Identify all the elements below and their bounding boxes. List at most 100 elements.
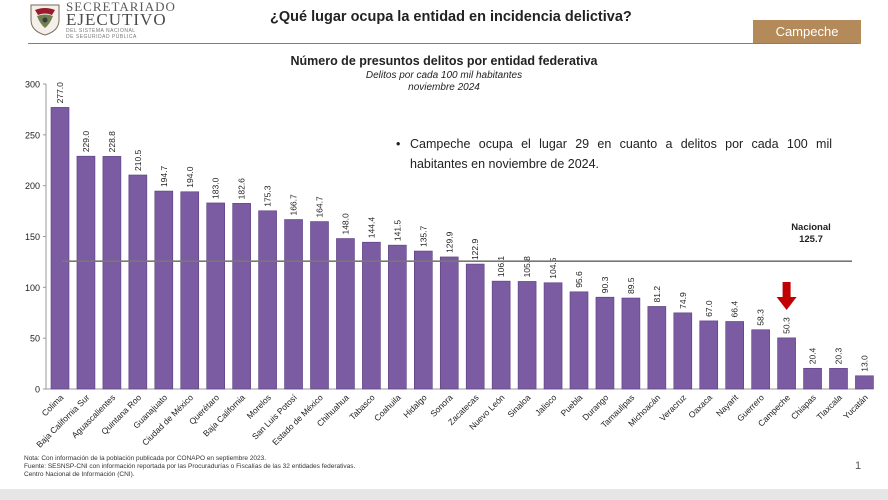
bar [517,281,537,390]
bar-value-label: 166.7 [289,194,299,216]
x-tick-label: Jalisco [533,392,559,418]
org-line-2: EJECUTIVO [66,10,167,29]
bar [855,375,874,390]
header: SECRETARIADO EJECUTIVO DEL SISTEMA NACIO… [0,0,888,46]
bar-value-label: 122.9 [470,239,480,261]
bar-value-label: 20.4 [808,347,818,364]
chart-title: Número de presuntos delitos por entidad … [290,54,598,68]
bar [699,320,719,390]
bar [465,263,485,390]
bar [439,256,459,390]
bar [232,203,251,390]
bar [76,155,96,390]
bar-value-label: 67.0 [704,300,714,317]
bar-value-label: 277.0 [55,82,65,104]
bar-value-label: 182.6 [237,178,247,200]
bar-value-label: 175.3 [263,185,273,207]
bar [284,219,303,390]
bar-value-label: 106.1 [496,256,506,278]
bar [777,337,796,390]
eagle-logo-icon [30,4,60,36]
bar [206,202,225,390]
bar-value-label: 81.2 [652,286,662,303]
bar-value-label: 135.7 [418,225,428,247]
national-reference-label: Nacional [791,222,831,233]
bar [310,221,329,390]
bar-value-label: 129.9 [444,231,454,253]
bar [362,241,381,390]
bar [50,107,70,390]
x-tick-label: Tlaxcala [814,392,844,422]
x-tick-label: Chiapas [789,392,818,421]
bar [751,329,770,390]
org-line-4: DE SEGURIDAD PÚBLICA [66,34,137,40]
bar [413,250,433,390]
page-question: ¿Qué lugar ocupa la entidad en incidenci… [270,9,632,25]
bar [154,190,174,390]
bar-value-label: 104.5 [548,257,558,279]
y-tick-label: 0 [35,385,40,395]
y-tick-label: 200 [25,181,40,191]
footnote-center: Centro Nacional de Información (CNI). [24,471,135,479]
x-tick-label: Oaxaca [686,392,714,420]
x-tick-label: Yucatán [841,392,870,421]
y-tick-label: 150 [25,232,40,242]
org-line-1: SECRETARIADO [66,0,176,14]
page-number: 1 [855,460,862,472]
bar-value-label: 90.3 [600,276,610,293]
bar-value-label: 141.5 [392,220,402,242]
bar-value-label: 89.5 [626,277,636,294]
bar [725,321,745,390]
bar [569,291,589,390]
bar [595,296,615,390]
bar [803,367,822,390]
bar-value-label: 194.7 [159,166,169,188]
bar-value-label: 50.3 [782,317,792,334]
bar [102,156,122,390]
bar [829,368,848,390]
bar [128,174,148,390]
bar [543,282,563,390]
x-tick-label: Hidalgo [401,392,429,420]
y-tick-label: 100 [25,283,40,293]
bar-value-label: 66.4 [730,301,740,318]
y-tick-label: 300 [25,80,40,90]
bar [647,306,667,390]
bar-value-label: 95.6 [574,271,584,288]
annotation-text: Campeche ocupa el lugar 29 en cuanto a d… [410,137,832,171]
x-tick-label: Coahuila [372,392,403,423]
bar-value-label: 144.4 [366,217,376,239]
footnote-note: Nota: Con información de la población pu… [24,455,267,462]
chart-period: noviembre 2024 [408,82,480,93]
highlight-arrow-icon [776,282,797,310]
bar [258,210,277,390]
x-tick-label: Sinaloa [505,392,532,419]
bar-value-label: 105.8 [522,256,532,278]
national-reference-value: 125.7 [799,234,823,245]
bar [180,191,200,390]
bar-value-label: 74.9 [678,292,688,309]
bar [336,238,355,390]
footnote-source: Fuente: SESNSP-CNI con información repor… [24,463,356,471]
annotation-bullet: • Campeche ocupa el lugar 29 en cuanto a… [396,134,832,174]
state-selector-button[interactable]: Campeche [753,20,861,44]
bar-value-label: 20.3 [834,348,844,365]
y-tick-label: 50 [30,334,40,344]
org-line-3: DEL SISTEMA NACIONAL [66,28,136,34]
bar [388,244,407,390]
bar-value-label: 183.0 [211,177,221,199]
x-tick-label: San Luis Potosí [250,392,300,442]
bar-value-label: 164.7 [315,196,325,218]
footnotes: Nota: Con información de la población pu… [24,455,355,480]
footer-bar [0,489,888,500]
bar [621,297,641,390]
chart-subtitle: Delitos por cada 100 mil habitantes [365,70,523,81]
bar-value-label: 210.5 [133,149,143,171]
bar-value-label: 13.0 [859,355,869,372]
bar [673,312,693,390]
bar-value-label: 194.0 [185,166,195,188]
header-divider [28,43,858,44]
bar-value-label: 148.0 [340,213,350,235]
bar-value-label: 228.8 [107,131,117,153]
